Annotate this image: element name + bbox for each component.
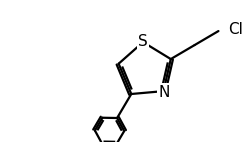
Text: S: S: [138, 34, 148, 49]
Text: N: N: [159, 85, 170, 100]
Text: Cl: Cl: [228, 22, 243, 36]
